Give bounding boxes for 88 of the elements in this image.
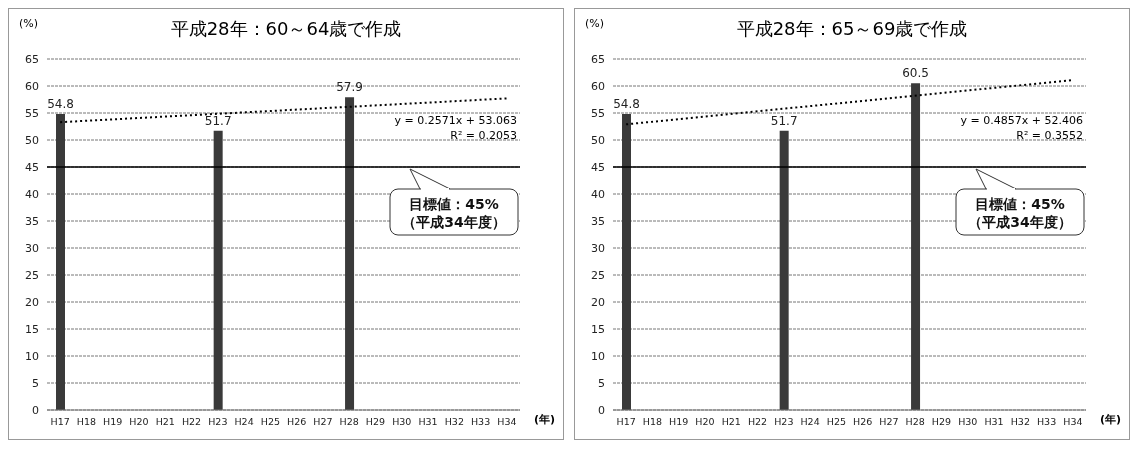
- y-axis-title: (%): [19, 17, 39, 30]
- x-tick-label: H26: [287, 415, 307, 427]
- x-tick-label: H27: [313, 415, 333, 427]
- data-label: 54.8: [613, 97, 640, 112]
- x-tick-label: H19: [103, 415, 123, 427]
- x-tick-label: H30: [392, 415, 412, 427]
- chart-title: 平成28年：65～69歳で作成: [736, 18, 968, 39]
- x-tick-label: H19: [669, 415, 689, 427]
- y-tick-label: 45: [591, 160, 605, 174]
- y-tick-label: 15: [591, 322, 605, 336]
- y-tick-label: 5: [32, 376, 39, 390]
- x-tick-label: H30: [958, 415, 978, 427]
- y-tick-label: 20: [25, 295, 39, 309]
- x-tick-label: H22: [747, 415, 768, 427]
- annotation: y = 0.2571x + 53.063: [394, 113, 517, 128]
- y-tick-label: 40: [591, 187, 605, 201]
- data-label: 51.7: [204, 113, 232, 128]
- x-tick-label: H29: [365, 415, 386, 427]
- chart-title: 平成28年：60～64歳で作成: [170, 18, 402, 39]
- bar: [56, 114, 65, 410]
- bar: [213, 130, 223, 410]
- y-tick-label: 55: [591, 106, 605, 120]
- x-axis-title: (年): [1099, 412, 1121, 427]
- x-tick-label: H24: [234, 415, 254, 427]
- y-tick-label: 25: [591, 268, 605, 282]
- data-label: 60.5: [902, 66, 929, 81]
- bar: [779, 130, 789, 410]
- y-tick-label: 10: [591, 349, 605, 363]
- x-tick-label: H32: [444, 415, 464, 427]
- bar: [911, 83, 921, 410]
- x-tick-label: H21: [155, 415, 175, 427]
- x-tick-label: H17: [616, 415, 636, 427]
- ref-line-label: 目標値：45% （平成34年度）: [402, 196, 506, 230]
- y-axis-title: (%): [585, 17, 605, 30]
- x-tick-label: H33: [470, 415, 491, 427]
- y-tick-label: 10: [25, 349, 39, 363]
- data-label: 54.8: [47, 97, 74, 112]
- y-tick-label: 45: [25, 160, 39, 174]
- y-tick-label: 40: [25, 187, 39, 201]
- y-tick-label: 0: [32, 403, 39, 417]
- y-tick-label: 65: [591, 52, 605, 66]
- y-tick-label: 5: [598, 376, 605, 390]
- y-tick-label: 60: [591, 79, 605, 93]
- x-tick-label: H33: [1036, 415, 1057, 427]
- x-tick-label: H25: [826, 415, 846, 427]
- y-tick-label: 30: [591, 241, 605, 255]
- x-tick-label: H34: [1063, 415, 1083, 427]
- x-tick-label: H20: [695, 415, 715, 427]
- x-tick-label: H28: [905, 415, 925, 427]
- annotation: R² = 0.3552: [1015, 128, 1083, 143]
- bar: [622, 114, 631, 410]
- y-tick-label: 60: [25, 79, 39, 93]
- x-tick-label: H18: [76, 415, 97, 427]
- x-axis-title: (年): [533, 412, 555, 427]
- y-tick-label: 20: [591, 295, 605, 309]
- x-tick-label: H27: [879, 415, 899, 427]
- x-tick-label: H34: [497, 415, 517, 427]
- y-tick-label: 35: [591, 214, 605, 228]
- x-tick-label: H28: [339, 415, 359, 427]
- x-tick-label: H29: [931, 415, 952, 427]
- data-label: 51.7: [770, 113, 798, 128]
- x-tick-label: H26: [853, 415, 873, 427]
- y-tick-label: 35: [25, 214, 39, 228]
- y-tick-label: 50: [25, 133, 39, 147]
- x-tick-label: H21: [721, 415, 741, 427]
- ref-line-label: 目標値：45% （平成34年度）: [968, 196, 1072, 230]
- annotation: R² = 0.2053: [449, 128, 517, 143]
- y-tick-label: 50: [591, 133, 605, 147]
- y-tick-label: 30: [25, 241, 39, 255]
- x-tick-label: H31: [984, 415, 1004, 427]
- y-tick-label: 55: [25, 106, 39, 120]
- y-tick-label: 15: [25, 322, 39, 336]
- x-tick-label: H18: [642, 415, 663, 427]
- x-tick-label: H23: [208, 415, 228, 427]
- x-tick-label: H22: [181, 415, 202, 427]
- y-tick-label: 0: [598, 403, 605, 417]
- x-tick-label: H20: [129, 415, 149, 427]
- y-tick-label: 65: [25, 52, 39, 66]
- x-tick-label: H17: [50, 415, 70, 427]
- x-tick-label: H24: [800, 415, 820, 427]
- x-tick-label: H25: [260, 415, 280, 427]
- x-tick-label: H23: [774, 415, 794, 427]
- annotation: y = 0.4857x + 52.406: [960, 113, 1083, 128]
- x-tick-label: H31: [418, 415, 438, 427]
- data-label: 57.9: [336, 80, 363, 95]
- x-tick-label: H32: [1010, 415, 1030, 427]
- bar: [345, 97, 355, 410]
- y-tick-label: 25: [25, 268, 39, 282]
